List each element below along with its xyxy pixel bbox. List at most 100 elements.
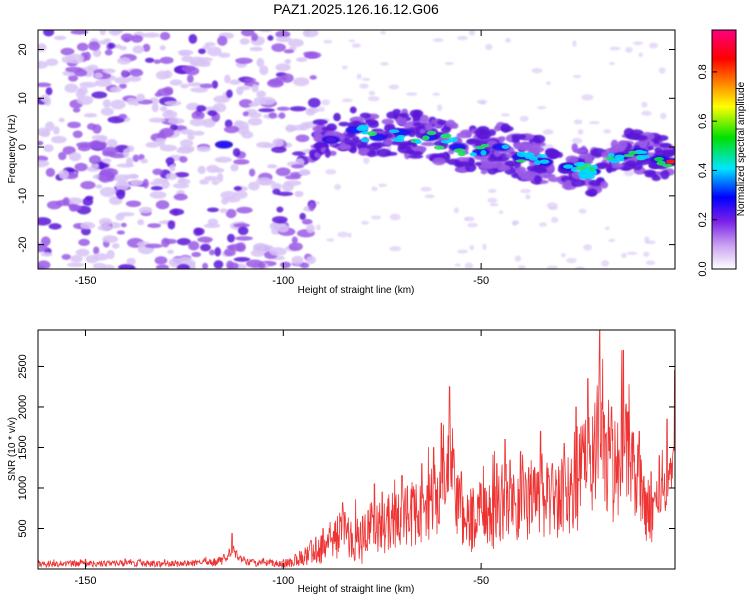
spectrogram-noise-blob <box>70 255 83 263</box>
spectrogram-noise-blob <box>550 216 559 223</box>
spectrogram-noise-blob <box>77 143 91 152</box>
spectrogram-ridge-blob <box>584 156 594 165</box>
snr-x-axis-label: Height of straight line (km) <box>298 584 415 595</box>
spectrogram-noise-blob <box>232 148 241 157</box>
spectrogram-ridge-blob <box>397 144 412 154</box>
spectrogram-noise-blob <box>325 169 337 175</box>
spectrogram-noise-blob <box>76 42 89 52</box>
spectrogram-noise-blob <box>144 57 155 63</box>
spectrogram-noise-blob <box>79 81 97 88</box>
spectrogram-noise-blob <box>512 220 520 225</box>
spectrogram-noise-blob <box>258 108 275 113</box>
spectrogram-ridge-speck <box>573 162 585 167</box>
spectrogram-noise-blob <box>169 208 185 216</box>
spectrogram-ridge-blob <box>333 112 341 122</box>
spectrogram-noise-blob <box>464 262 474 269</box>
spectrogram-noise-blob <box>608 238 616 243</box>
spectrogram-ridge-blob <box>606 163 613 174</box>
spectrogram-noise-blob <box>70 30 89 35</box>
spectrogram-noise-blob <box>514 255 522 262</box>
spectrogram-noise-blob <box>154 256 168 265</box>
spectrogram-noise-blob <box>76 95 94 106</box>
spectrogram-noise-blob <box>187 82 203 87</box>
spectrogram-noise-blob <box>272 216 288 224</box>
spectrogram-ridge-blob <box>465 162 477 173</box>
spectrogram-noise-blob <box>180 83 189 89</box>
spectrogram-noise-blob <box>214 167 225 173</box>
spectrogram-ridge-speck <box>441 133 452 139</box>
spectrogram-ridge-blob <box>516 166 527 174</box>
spectrogram-noise-blob <box>277 191 294 197</box>
spectrogram-ridge-speck <box>469 152 477 157</box>
spectrogram-noise-blob <box>68 152 82 162</box>
spectrogram-noise-blob <box>228 262 239 269</box>
spectrogram-noise-blob <box>67 53 85 64</box>
spectrogram-noise-blob <box>173 193 188 201</box>
spectrogram-noise-blob <box>125 200 142 208</box>
spectrogram-ridge-core <box>654 157 665 162</box>
spectrogram-noise-blob <box>159 144 178 152</box>
spectrogram-ridge-speck <box>360 138 370 143</box>
spectrogram-noise-blob <box>275 167 291 177</box>
spectrogram-noise-blob <box>140 158 149 164</box>
spectrogram-noise-blob <box>309 75 317 80</box>
spectrogram-ridge-speck <box>607 152 615 158</box>
spectrogram-noise-blob <box>424 194 435 199</box>
spectrogram-noise-blob <box>581 94 594 101</box>
spectrogram-noise-blob <box>161 237 170 248</box>
spectrogram-ridge-blob <box>359 112 371 119</box>
spectrogram-ridge-blob <box>454 161 464 168</box>
spectrogram-noise-blob <box>266 164 278 169</box>
spectrogram-ridge-blob <box>478 163 493 170</box>
spectrogram-noise-blob <box>247 117 263 126</box>
colorbar-tick-label: 0.0 <box>697 261 709 276</box>
spectrogram-ridge-blob <box>324 148 331 158</box>
spectrogram-noise-blob <box>117 179 128 185</box>
spectrogram-noise-blob <box>498 210 504 214</box>
spectrogram-ridge-blob <box>420 141 437 147</box>
spectrogram-ridge-speck <box>440 139 452 144</box>
spectrogram-ridge-blob <box>312 125 327 133</box>
y-tick-label: -20 <box>17 237 29 253</box>
y-tick-label: 2000 <box>17 395 29 419</box>
x-tick-label: -100 <box>272 575 294 587</box>
spectrogram-noise-blob <box>70 204 82 211</box>
spectrogram-noise-blob <box>276 224 290 233</box>
spectrogram-noise-blob <box>577 129 584 135</box>
spectrogram-noise-blob <box>227 233 235 243</box>
spectrogram-noise-blob <box>574 266 585 269</box>
spectrogram-noise-blob <box>341 98 353 103</box>
spectrogram-noise-blob <box>278 112 286 119</box>
spectrogram-noise-blob <box>111 242 120 249</box>
spectrogram-noise-blob <box>109 86 122 93</box>
spectrogram-noise-blob <box>159 45 166 51</box>
spectrogram-noise-blob <box>256 90 267 98</box>
spectrogram-noise-blob <box>151 103 159 113</box>
spectrogram-noise-blob <box>291 236 298 244</box>
spectrogram-noise-blob <box>43 144 54 153</box>
spectrogram-ridge-blob <box>548 151 559 160</box>
spectrogram-ridge-speck <box>605 156 615 160</box>
spectrogram-noise-blob <box>389 246 401 252</box>
spectrogram-ridge-blob <box>635 159 650 166</box>
spectrogram-noise-blob <box>131 34 143 43</box>
spectrogram-noise-blob <box>179 50 191 57</box>
spectrogram-noise-blob <box>189 118 206 127</box>
spectrogram-ridge-blob <box>653 138 661 145</box>
spectrogram-noise-blob <box>89 139 107 150</box>
spectrogram-noise-blob <box>132 154 140 163</box>
spectrogram-noise-blob <box>79 221 96 230</box>
spectrogram-y-ticks: -20 -10 0 10 20 <box>17 43 675 253</box>
spectrogram-noise-blob <box>276 206 284 213</box>
spectrogram-noise-blob <box>198 59 211 68</box>
spectrogram-noise-blob <box>237 125 250 135</box>
spectrogram-ridge-core <box>452 144 463 150</box>
spectrogram-noise-blob <box>444 61 454 66</box>
spectrogram-noise-blob <box>77 86 88 96</box>
spectrogram-noise-blob <box>226 89 233 98</box>
spectrogram-ridge-blob <box>544 173 556 179</box>
y-tick-label: 10 <box>17 92 29 104</box>
spectrogram-ridge-blob <box>532 134 546 144</box>
spectrogram-noise-blob <box>60 47 75 56</box>
